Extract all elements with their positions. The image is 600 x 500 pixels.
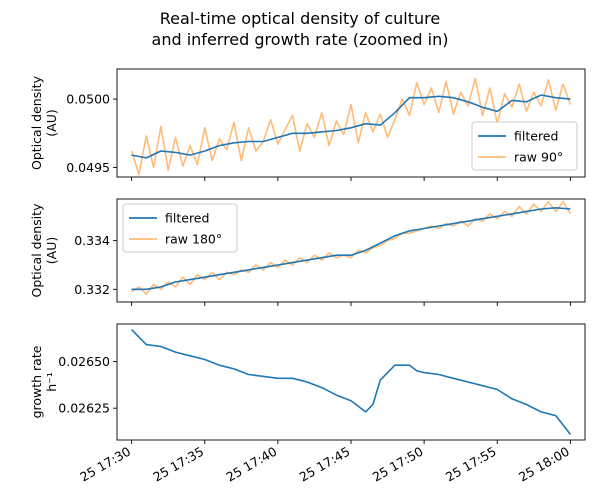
legend-box bbox=[471, 121, 578, 171]
legend-label: filtered bbox=[514, 129, 558, 144]
y-tick-label: 0.332 bbox=[74, 282, 110, 297]
legend-label: raw 180° bbox=[165, 232, 222, 247]
series-line-filtered bbox=[131, 207, 571, 291]
legend-label: filtered bbox=[165, 211, 209, 226]
y-tick-label: 0.0500 bbox=[66, 92, 110, 107]
series-line-raw-180- bbox=[131, 200, 572, 296]
y-axis-label: Optical density(AU) bbox=[29, 75, 59, 170]
y-tick-label: 0.02625 bbox=[58, 401, 110, 416]
chart-title-line2: and inferred growth rate (zoomed in) bbox=[152, 30, 449, 49]
subplot-1: 0.0495 0.0500 Optical density(AU) filtered r… bbox=[29, 68, 586, 181]
y-axis-label-line: (AU) bbox=[44, 237, 59, 264]
y-axis-label-line: (AU) bbox=[44, 109, 59, 136]
y-axis-label-line: Optical density bbox=[29, 75, 44, 170]
y-tick-label: 0.334 bbox=[74, 233, 110, 248]
y-axis-label-line: Optical density bbox=[29, 203, 44, 298]
y-axis-label-line: h⁻¹ bbox=[44, 372, 59, 392]
y-axis-label: growth rateh⁻¹ bbox=[29, 345, 59, 418]
series-line-filtered bbox=[131, 94, 571, 159]
subplot-2: 0.332 0.334 Optical density(AU) filtered raw… bbox=[29, 198, 586, 306]
y-axis-label-line: growth rate bbox=[29, 345, 44, 418]
y-tick-label: 0.02650 bbox=[58, 354, 110, 369]
y-axis-label: Optical density(AU) bbox=[29, 203, 59, 298]
chart-title-line1: Real-time optical density of culture bbox=[160, 9, 440, 28]
growth-rate-line bbox=[131, 329, 572, 435]
legend-label: raw 90° bbox=[514, 150, 563, 165]
legend-box bbox=[122, 203, 238, 253]
legend: filtered raw 180° bbox=[122, 203, 238, 253]
legend: filtered raw 90° bbox=[471, 121, 578, 171]
y-tick-label: 0.0495 bbox=[66, 160, 110, 175]
